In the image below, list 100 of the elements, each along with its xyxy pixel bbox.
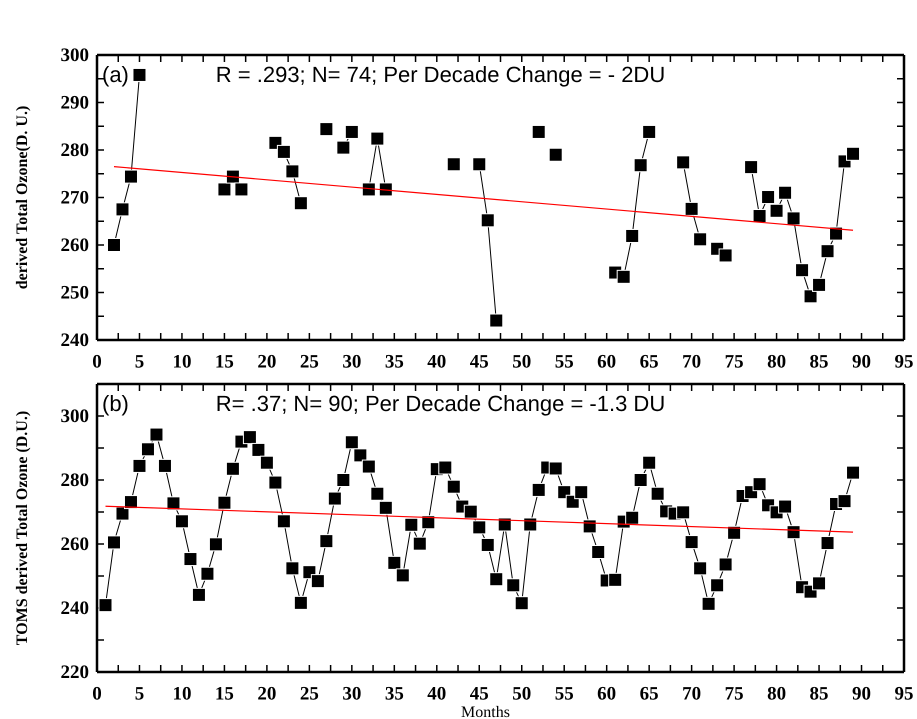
- point: [795, 263, 810, 278]
- x-tick-label: 65: [640, 683, 659, 704]
- point: [812, 278, 826, 292]
- point: [548, 148, 563, 162]
- point: [132, 68, 146, 82]
- x-tick-label: 85: [810, 351, 829, 372]
- point: [234, 182, 248, 196]
- point: [106, 238, 121, 252]
- y-axis-title: TOMS derived Total Ozone (D.U.): [14, 410, 31, 646]
- point: [634, 158, 648, 172]
- annotation: (a): [102, 62, 129, 87]
- x-tick-label: 60: [597, 351, 616, 372]
- y-tick-label: 240: [60, 598, 89, 620]
- point: [770, 204, 784, 218]
- point: [489, 314, 504, 328]
- x-tick-label: 0: [92, 351, 102, 372]
- y-tick-label: 260: [60, 534, 89, 556]
- x-tick-label: 35: [384, 683, 404, 704]
- y-tick-label: 300: [60, 45, 89, 66]
- point: [752, 209, 767, 224]
- point: [804, 289, 818, 304]
- x-tick-label: 35: [384, 351, 404, 372]
- annotation: R = .293; N= 74; Per Decade Change = - 2DU: [216, 62, 666, 87]
- x-tick-label: 60: [597, 683, 616, 704]
- x-tick-label: 40: [427, 683, 446, 704]
- point: [693, 232, 708, 246]
- x-tick-label: 30: [342, 683, 362, 704]
- x-tick-label: 30: [342, 351, 362, 372]
- y-axis-title: derived Total Ozone(D. U.): [14, 106, 31, 290]
- point: [786, 211, 801, 226]
- annotation: R= .37; N= 90; Per Decade Change = -1.3 DU: [216, 391, 666, 416]
- x-tick-label: 90: [852, 351, 872, 372]
- x-tick-label: 55: [554, 683, 574, 704]
- y-tick-label: 250: [60, 282, 89, 304]
- point: [124, 170, 138, 184]
- annotation: (b): [102, 391, 129, 416]
- x-tick-label: 45: [470, 351, 489, 372]
- point: [370, 132, 384, 146]
- x-tick-label: 50: [512, 351, 532, 372]
- y-tick-label: 290: [60, 92, 89, 114]
- x-tick-label: 15: [214, 683, 234, 704]
- point: [446, 157, 461, 172]
- x-tick-label: 25: [300, 683, 319, 704]
- point: [276, 144, 291, 159]
- point: [676, 155, 690, 170]
- x-tick-label: 70: [682, 683, 702, 704]
- point: [846, 146, 860, 161]
- point: [718, 248, 733, 262]
- y-tick-label: 260: [60, 235, 89, 256]
- x-tick-label: 95: [894, 351, 914, 372]
- x-tick-label: 15: [214, 351, 234, 372]
- x-tick-label: 40: [427, 351, 446, 372]
- point: [285, 164, 300, 178]
- y-tick-label: 220: [60, 662, 89, 684]
- x-tick-label: 75: [724, 351, 744, 372]
- x-tick-label: 80: [767, 351, 786, 372]
- point: [820, 244, 835, 258]
- x-tick-label: 65: [640, 351, 659, 372]
- x-tick-label: 0: [92, 683, 102, 704]
- x-tick-label: 95: [894, 683, 914, 704]
- point: [378, 182, 393, 196]
- point: [744, 160, 758, 174]
- x-tick-label: 5: [134, 351, 144, 372]
- point: [829, 226, 844, 241]
- point: [480, 213, 495, 228]
- point: [217, 182, 232, 196]
- x-tick-label: 20: [257, 683, 276, 704]
- x-tick-label: 5: [134, 683, 144, 704]
- y-tick-label: 280: [60, 140, 89, 162]
- point: [778, 186, 792, 200]
- x-tick-label: 45: [470, 683, 489, 704]
- point: [616, 270, 631, 284]
- y-tick-label: 300: [60, 406, 89, 428]
- point: [532, 124, 546, 139]
- point: [362, 182, 376, 196]
- point: [319, 122, 334, 136]
- point: [294, 196, 308, 210]
- x-tick-label: 25: [300, 351, 319, 372]
- point: [761, 190, 776, 204]
- point: [684, 202, 699, 216]
- x-tick-label: 85: [810, 683, 829, 704]
- y-tick-label: 240: [60, 330, 89, 352]
- point: [642, 124, 656, 139]
- x-axis-title: Months: [461, 704, 510, 719]
- point: [472, 157, 486, 172]
- y-tick-label: 270: [60, 188, 89, 209]
- y-tick-label: 280: [60, 470, 89, 492]
- x-tick-label: 20: [257, 351, 276, 372]
- x-tick-label: 10: [172, 683, 192, 704]
- point: [336, 140, 350, 155]
- x-tick-label: 80: [767, 683, 786, 704]
- x-tick-label: 55: [554, 351, 574, 372]
- x-tick-label: 90: [852, 683, 872, 704]
- x-tick-label: 75: [724, 683, 744, 704]
- x-tick-label: 50: [512, 683, 532, 704]
- point: [115, 202, 130, 216]
- x-tick-label: 70: [682, 351, 702, 372]
- point: [344, 124, 359, 139]
- x-tick-label: 10: [172, 351, 192, 372]
- point: [625, 228, 640, 243]
